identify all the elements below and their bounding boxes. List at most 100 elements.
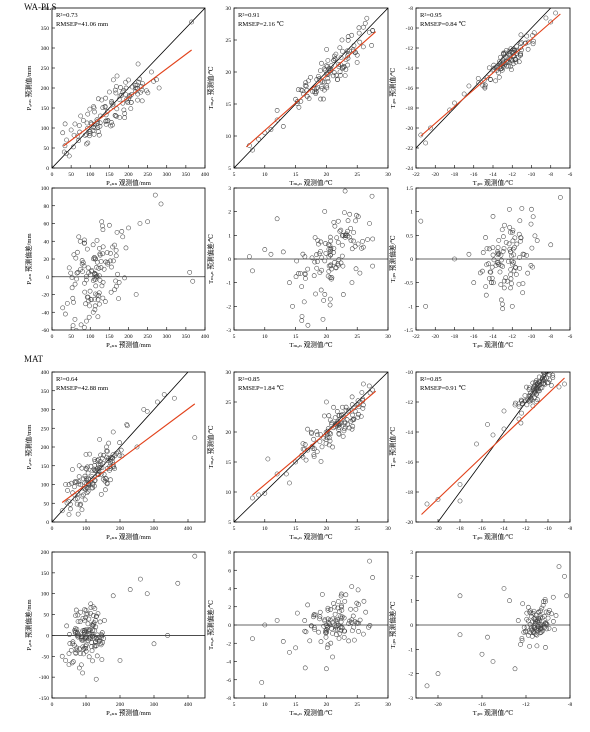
data-point — [102, 299, 108, 304]
data-point — [69, 285, 75, 291]
data-point — [349, 32, 355, 38]
x-tick-label: 10 — [262, 172, 268, 178]
data-point — [129, 84, 135, 90]
data-point — [82, 237, 87, 243]
data-point — [480, 250, 486, 255]
x-tick-label: 200 — [116, 526, 125, 532]
y-tick-label: -60 — [42, 328, 50, 334]
data-point — [319, 592, 325, 597]
data-point — [329, 276, 334, 282]
data-point — [99, 97, 105, 103]
data-point — [100, 227, 106, 233]
data-point — [113, 253, 119, 259]
data-point — [518, 420, 524, 426]
data-point — [107, 222, 112, 228]
data-point — [74, 270, 80, 276]
data-point — [509, 253, 514, 259]
y-tick-label: 25 — [226, 400, 232, 406]
x-tick-label: 200 — [124, 172, 133, 178]
data-point — [103, 112, 109, 118]
data-point — [340, 263, 346, 269]
data-point — [545, 372, 550, 374]
y-axis-label: Tᵢₚₛ 预测偏差/℃ — [388, 601, 397, 648]
data-point — [308, 74, 313, 80]
data-point — [265, 456, 271, 462]
x-tick-label: 400 — [184, 526, 193, 532]
data-point — [99, 465, 105, 471]
data-point — [516, 59, 522, 65]
data-point — [96, 635, 102, 641]
data-point — [326, 246, 332, 252]
y-tick-label: -2 — [408, 672, 413, 678]
data-point — [72, 281, 78, 287]
data-point — [350, 412, 355, 418]
data-point — [345, 228, 350, 234]
x-tick-label: 20 — [324, 334, 330, 340]
data-point — [530, 264, 535, 270]
data-point — [340, 292, 346, 297]
y-tick-label: -0.5 — [404, 281, 413, 287]
data-point — [313, 89, 319, 95]
data-point — [85, 470, 91, 476]
data-point — [80, 118, 86, 123]
data-point — [92, 457, 97, 463]
data-point — [503, 275, 509, 281]
data-point — [544, 622, 550, 627]
data-point — [82, 280, 87, 286]
data-point — [360, 396, 366, 402]
x-tick-label: 300 — [150, 702, 159, 708]
y-tick-label: 10 — [226, 490, 232, 496]
data-point — [530, 41, 536, 47]
data-point — [330, 631, 335, 636]
data-point — [91, 105, 97, 111]
data-point — [104, 444, 109, 450]
data-point — [524, 252, 529, 258]
data-point — [87, 303, 92, 309]
y-tick-label: -14 — [406, 66, 414, 72]
data-point — [340, 434, 346, 439]
data-point — [116, 280, 122, 285]
x-tick-label: 15 — [293, 526, 299, 532]
data-point — [309, 431, 314, 436]
data-point — [78, 113, 84, 119]
data-point — [333, 264, 339, 270]
data-point — [526, 387, 532, 392]
data-point — [97, 619, 103, 625]
data-point — [316, 74, 321, 79]
y-axis-label: Tₘₐₙ 预测偏差/℃ — [206, 600, 215, 650]
data-point — [331, 404, 336, 410]
y-tick-label: 2 — [228, 605, 231, 611]
data-point — [139, 87, 145, 93]
y-tick-label: -50 — [42, 654, 50, 660]
y-tick-label: 350 — [41, 26, 50, 32]
data-point — [78, 662, 84, 668]
data-point — [345, 53, 351, 59]
data-point — [508, 249, 514, 255]
data-point — [122, 275, 127, 281]
data-point — [82, 631, 88, 637]
x-tick-label: 0 — [51, 172, 54, 178]
data-point — [536, 383, 542, 389]
data-point — [81, 628, 87, 633]
data-point — [553, 613, 559, 618]
data-point — [518, 32, 524, 38]
data-point — [315, 259, 320, 264]
data-point — [294, 610, 300, 616]
data-point — [75, 511, 81, 517]
x-tick-label: -8 — [568, 702, 573, 708]
data-point — [63, 311, 68, 317]
data-point — [519, 636, 525, 641]
data-point — [62, 143, 68, 149]
data-point — [306, 78, 311, 84]
data-point — [355, 214, 361, 220]
y-axis-label: Tᵢₚₛ 预测偏差/℃ — [388, 235, 397, 282]
data-point — [323, 630, 329, 636]
data-point — [339, 604, 344, 610]
fit-line — [252, 390, 377, 496]
data-point — [325, 273, 331, 279]
method-label-mat: MAT — [24, 354, 44, 364]
data-point — [332, 53, 337, 59]
data-point — [356, 30, 362, 36]
data-point — [510, 58, 515, 64]
x-tick-label: 0 — [51, 702, 54, 708]
